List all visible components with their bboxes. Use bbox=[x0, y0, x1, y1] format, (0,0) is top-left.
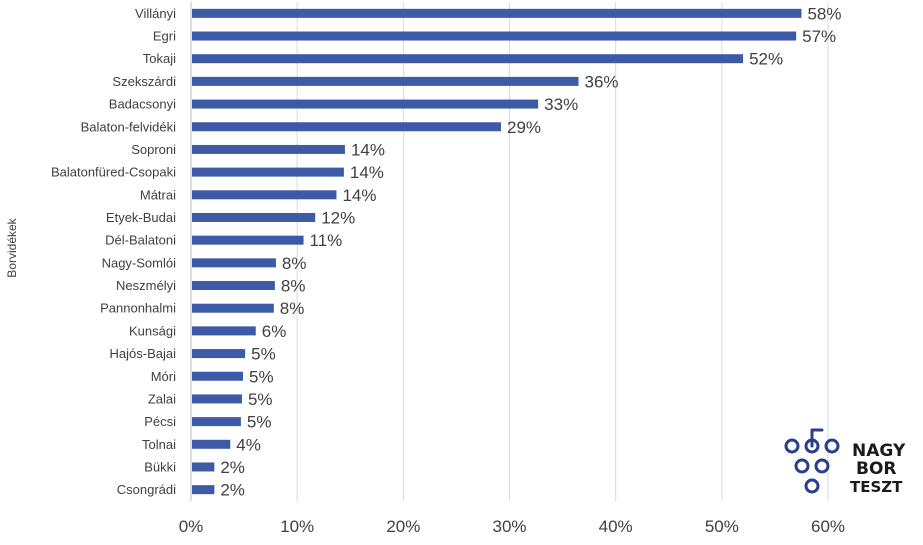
x-tick-label: 30% bbox=[492, 517, 526, 536]
data-label: 58% bbox=[807, 4, 841, 23]
category-label: Csongrádi bbox=[117, 482, 176, 497]
category-label: Bükki bbox=[144, 459, 176, 474]
data-label: 5% bbox=[251, 345, 276, 364]
category-label: Tokaji bbox=[143, 51, 176, 66]
bar bbox=[192, 99, 539, 109]
x-tick-labels: 0% 10% 20% 30% 40% 50% 60% bbox=[179, 517, 845, 536]
x-tick-label: 50% bbox=[705, 517, 739, 536]
x-tick-label: 10% bbox=[280, 517, 314, 536]
bar bbox=[192, 394, 242, 404]
category-label: Badacsonyi bbox=[109, 97, 176, 112]
data-label: 8% bbox=[280, 299, 305, 318]
x-tick-label: 60% bbox=[811, 517, 845, 536]
x-tick-label: 0% bbox=[179, 517, 204, 536]
category-label: Soproni bbox=[131, 142, 176, 157]
bar bbox=[192, 485, 215, 495]
category-label: Egri bbox=[153, 29, 176, 44]
y-axis-title: Borvidékek bbox=[5, 217, 19, 277]
category-label: Mátrai bbox=[140, 187, 176, 202]
data-label: 5% bbox=[247, 413, 272, 432]
data-label: 14% bbox=[350, 163, 384, 182]
category-label: Móri bbox=[151, 369, 176, 384]
category-label: Pannonhalmi bbox=[100, 301, 176, 316]
data-label: 2% bbox=[220, 481, 245, 500]
grape-icon bbox=[784, 428, 840, 494]
category-label: Szekszárdi bbox=[112, 74, 176, 89]
x-tick-label: 40% bbox=[599, 517, 633, 536]
category-label: Neszmélyi bbox=[116, 278, 176, 293]
category-label: Balatonfüred-Csopaki bbox=[51, 165, 176, 180]
data-label: 36% bbox=[585, 72, 619, 91]
data-label: 8% bbox=[281, 277, 306, 296]
category-label: Dél-Balatoni bbox=[105, 233, 176, 248]
category-label: Tolnai bbox=[142, 437, 176, 452]
category-label: Villányi bbox=[135, 6, 176, 21]
bar bbox=[192, 31, 797, 41]
data-labels: 58%57%52%36%33%29%14%14%14%12%11%8%8%8%6… bbox=[220, 4, 841, 499]
bar bbox=[192, 417, 241, 427]
data-label: 5% bbox=[249, 367, 274, 386]
data-label: 2% bbox=[220, 458, 245, 477]
data-label: 14% bbox=[342, 186, 376, 205]
nagy-bor-teszt-logo: NAGY BOR TESZT bbox=[784, 428, 906, 496]
data-label: 29% bbox=[507, 118, 541, 137]
bar bbox=[192, 258, 276, 268]
bar bbox=[192, 326, 256, 336]
bars bbox=[192, 8, 802, 495]
bar bbox=[192, 167, 344, 177]
bar bbox=[192, 349, 246, 359]
category-label: Nagy-Somlói bbox=[102, 255, 177, 270]
category-label: Balaton-felvidéki bbox=[81, 119, 176, 134]
bar bbox=[192, 54, 744, 64]
data-label: 4% bbox=[236, 435, 261, 454]
logo-line-2: BOR bbox=[856, 459, 897, 479]
logo-line-3: TESZT bbox=[850, 478, 903, 496]
data-label: 57% bbox=[802, 27, 836, 46]
bar bbox=[192, 439, 231, 449]
bar bbox=[192, 190, 337, 200]
data-label: 8% bbox=[282, 254, 307, 273]
data-label: 6% bbox=[262, 322, 287, 341]
data-label: 14% bbox=[351, 140, 385, 159]
bar bbox=[192, 8, 802, 18]
category-label: Kunsági bbox=[129, 323, 176, 338]
bar bbox=[192, 76, 579, 86]
category-label: Pécsi bbox=[144, 414, 176, 429]
logo-line-1: NAGY bbox=[852, 441, 906, 461]
bar bbox=[192, 122, 502, 132]
gridlines bbox=[296, 2, 829, 501]
bar bbox=[192, 303, 274, 313]
x-tick-label: 20% bbox=[386, 517, 420, 536]
bar bbox=[192, 462, 215, 472]
category-label: Etyek-Budai bbox=[106, 210, 176, 225]
data-label: 12% bbox=[321, 208, 355, 227]
data-label: 5% bbox=[248, 390, 273, 409]
category-labels: Villányi Egri Tokaji Szekszárdi Badacsonyi Ba… bbox=[51, 6, 176, 497]
bar bbox=[192, 212, 316, 222]
data-label: 11% bbox=[310, 231, 343, 250]
data-label: 33% bbox=[544, 95, 578, 114]
bar bbox=[192, 281, 275, 291]
bar bbox=[192, 235, 304, 245]
data-label: 52% bbox=[749, 50, 783, 69]
category-label: Hajós-Bajai bbox=[110, 346, 177, 361]
category-label: Zalai bbox=[148, 391, 176, 406]
bar bbox=[192, 144, 345, 154]
bar bbox=[192, 371, 244, 381]
